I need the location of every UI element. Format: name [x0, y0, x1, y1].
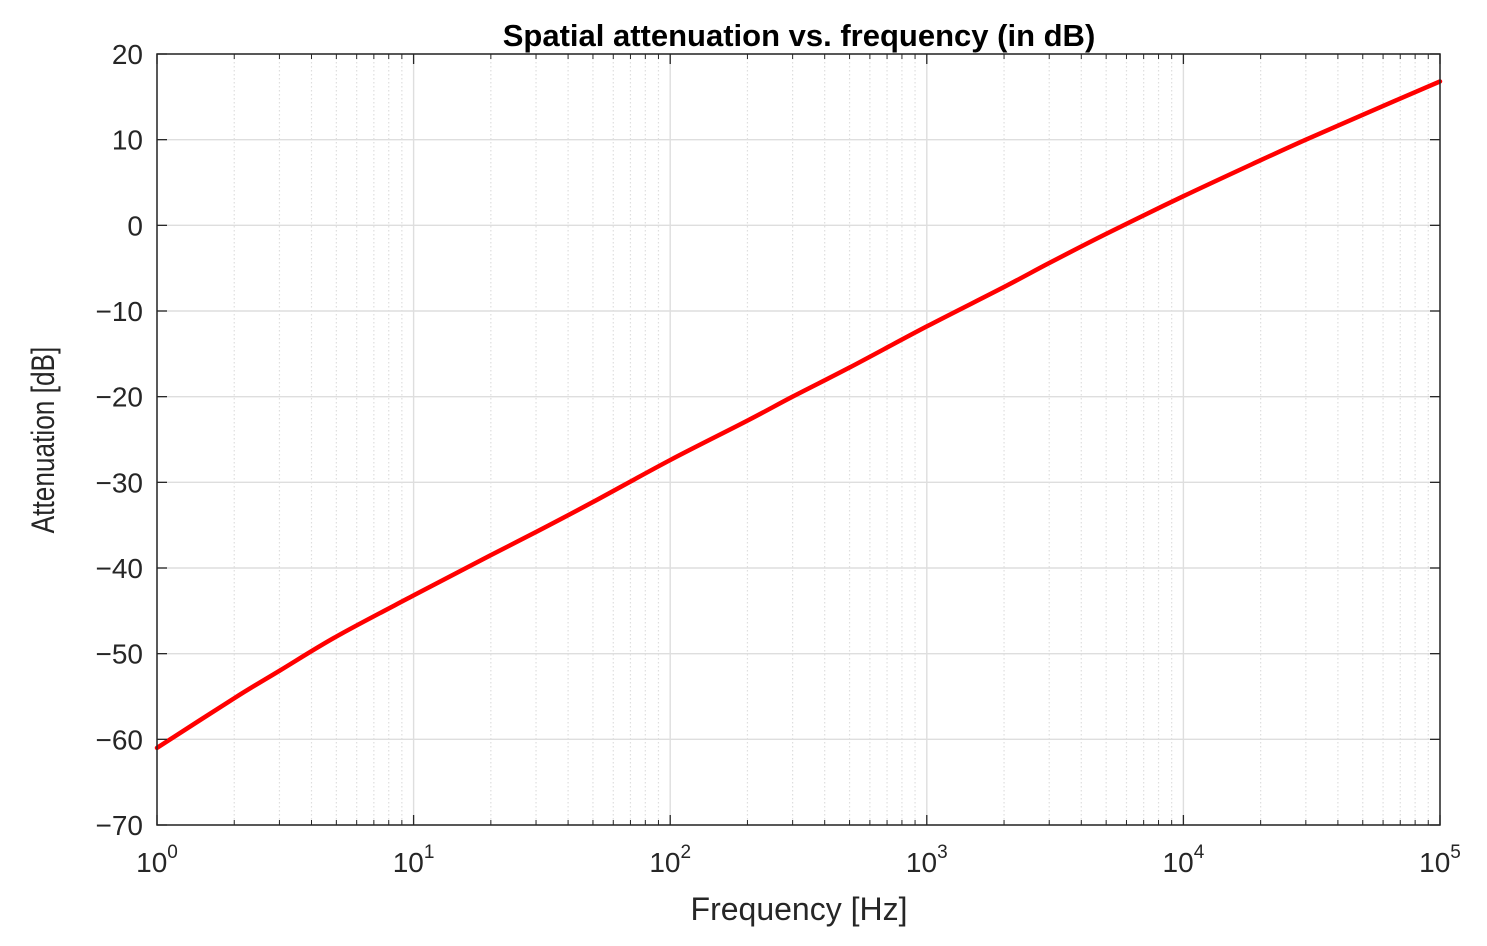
y-tick-label: −60: [96, 724, 144, 755]
y-tick-label: −70: [96, 810, 144, 841]
x-tick-label: 103: [906, 842, 948, 878]
chart-title: Spatial attenuation vs. frequency (in dB…: [503, 18, 1096, 53]
x-tick-label: 100: [136, 842, 178, 878]
y-tick-label: 0: [127, 210, 143, 241]
x-tick-label: 105: [1419, 842, 1461, 878]
y-axis-label: Attenuation [dB]: [27, 347, 62, 534]
x-tick-labels: 100 101 102 103 104 105: [136, 842, 1461, 878]
plot-area: [157, 54, 1440, 825]
y-tick-label: −10: [96, 296, 144, 327]
series-layer: [154, 79, 1443, 751]
y-tick-label: −40: [96, 553, 144, 584]
plot-frame: [156, 53, 1441, 826]
x-axis-label: Frequency [Hz]: [691, 891, 908, 927]
y-tick-label: 10: [112, 125, 143, 156]
tick-marks: [156, 53, 1441, 826]
x-tick-label: 102: [649, 842, 691, 878]
grid: [156, 53, 1441, 826]
y-tick-labels: 20 10 0 −10 −20 −30 −40 −50 −60 −70: [96, 39, 144, 841]
y-tick-label: 20: [112, 39, 143, 70]
y-tick-label: −50: [96, 639, 144, 670]
x-tick-label: 101: [393, 842, 435, 878]
attenuation-line: [154, 79, 1443, 751]
x-tick-label: 104: [1163, 842, 1205, 878]
y-tick-label: −20: [96, 382, 144, 413]
y-tick-label: −30: [96, 467, 144, 498]
